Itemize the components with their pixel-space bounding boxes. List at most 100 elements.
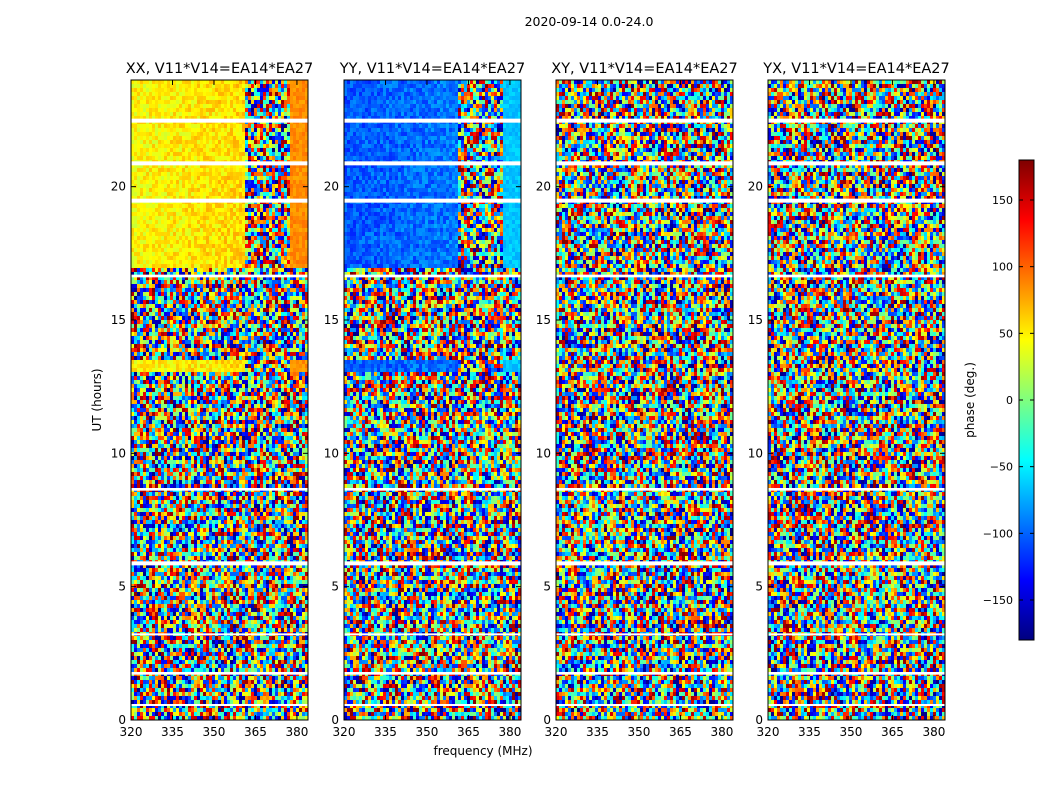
phase-cell [155, 312, 159, 317]
phase-cell [278, 284, 282, 289]
phase-cell [197, 256, 201, 261]
phase-cell [131, 116, 135, 121]
phase-cell [236, 116, 240, 121]
phase-cell [236, 328, 240, 333]
phase-cell [140, 224, 144, 229]
phase-cell [239, 136, 243, 141]
phase-cell [209, 380, 213, 385]
phase-cell [191, 88, 195, 93]
phase-cell [158, 180, 162, 185]
phase-cell [248, 112, 252, 117]
phase-cell [167, 288, 171, 293]
phase-cell [221, 248, 225, 253]
phase-cell [275, 192, 279, 197]
phase-cell [152, 260, 156, 265]
phase-cell [284, 388, 288, 393]
phase-cell [236, 244, 240, 249]
phase-cell [218, 256, 222, 261]
phase-cell [242, 236, 246, 241]
phase-cell [185, 180, 189, 185]
phase-cell [236, 356, 240, 361]
phase-cell [284, 252, 288, 257]
phase-cell [251, 108, 255, 113]
phase-cell [140, 132, 144, 137]
phase-cell [248, 232, 252, 237]
phase-cell [197, 140, 201, 145]
phase-cell [224, 392, 228, 397]
phase-cell [209, 156, 213, 161]
phase-cell [185, 304, 189, 309]
phase-cell [191, 172, 195, 177]
phase-cell [302, 320, 306, 325]
phase-cell [218, 112, 222, 117]
phase-cell [302, 104, 306, 109]
phase-cell [248, 228, 252, 233]
phase-cell [146, 216, 150, 221]
phase-cell [140, 296, 144, 301]
phase-cell [239, 212, 243, 217]
phase-cell [245, 112, 249, 117]
phase-cell [155, 192, 159, 197]
phase-cell [212, 256, 216, 261]
phase-cell [275, 348, 279, 353]
phase-cell [143, 168, 147, 173]
phase-cell [227, 400, 231, 405]
phase-cell [173, 244, 177, 249]
phase-cell [266, 360, 270, 365]
phase-cell [140, 308, 144, 313]
phase-cell [269, 272, 273, 277]
phase-cell [293, 96, 297, 101]
phase-cell [254, 376, 258, 381]
phase-cell [185, 132, 189, 137]
phase-cell [275, 368, 279, 373]
phase-cell [167, 384, 171, 389]
phase-cell [146, 192, 150, 197]
phase-cell [152, 276, 156, 281]
phase-cell [269, 380, 273, 385]
phase-cell [266, 156, 270, 161]
phase-cell [245, 352, 249, 357]
phase-cell [173, 324, 177, 329]
phase-cell [239, 300, 243, 305]
phase-cell [179, 316, 183, 321]
phase-cell [179, 256, 183, 261]
phase-cell [239, 152, 243, 157]
phase-cell [275, 360, 279, 365]
phase-cell [290, 272, 294, 277]
phase-cell [212, 244, 216, 249]
phase-cell [200, 384, 204, 389]
phase-cell [206, 220, 210, 225]
phase-cell [185, 232, 189, 237]
phase-cell [302, 80, 306, 85]
phase-cell [290, 328, 294, 333]
phase-cell [173, 184, 177, 189]
phase-cell [206, 384, 210, 389]
phase-cell [245, 172, 249, 177]
phase-cell [215, 100, 219, 105]
phase-cell [296, 176, 300, 181]
phase-cell [179, 172, 183, 177]
phase-cell [284, 356, 288, 361]
phase-cell [206, 168, 210, 173]
phase-cell [302, 288, 306, 293]
phase-cell [173, 224, 177, 229]
phase-cell [182, 152, 186, 157]
phase-cell [266, 272, 270, 277]
phase-cell [203, 192, 207, 197]
phase-cell [233, 192, 237, 197]
phase-cell [215, 344, 219, 349]
phase-cell [278, 372, 282, 377]
phase-cell [143, 268, 147, 273]
phase-cell [296, 316, 300, 321]
phase-cell [167, 340, 171, 345]
phase-cell [251, 316, 255, 321]
phase-cell [233, 180, 237, 185]
phase-cell [170, 380, 174, 385]
phase-cell [182, 388, 186, 393]
phase-cell [197, 388, 201, 393]
phase-cell [293, 132, 297, 137]
phase-cell [203, 88, 207, 93]
phase-cell [233, 208, 237, 213]
phase-cell [224, 328, 228, 333]
phase-cell [242, 128, 246, 133]
